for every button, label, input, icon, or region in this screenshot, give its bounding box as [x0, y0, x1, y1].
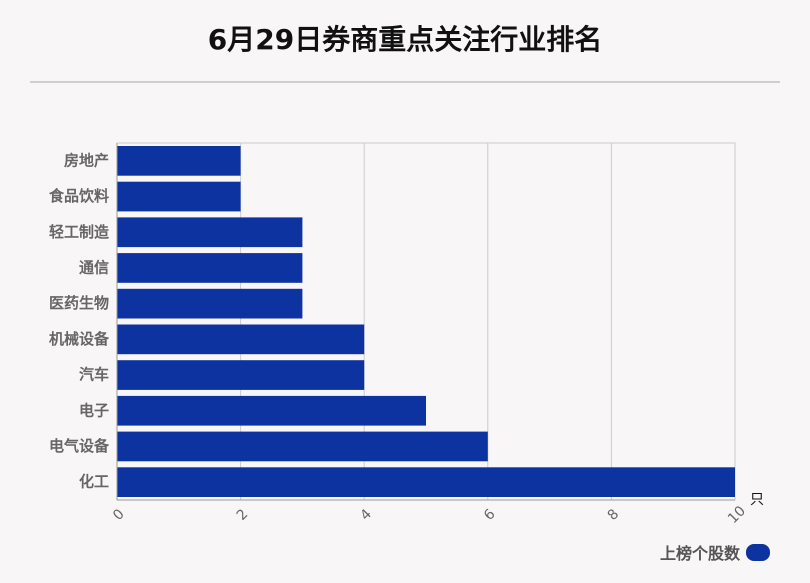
category-label: 机械设备	[49, 330, 110, 348]
chart-title: 6月29日券商重点关注行业排名	[207, 23, 603, 56]
category-label: 轻工制造	[49, 223, 109, 241]
x-tick-label: 6	[481, 506, 499, 524]
bar	[117, 467, 735, 497]
category-label: 房地产	[64, 151, 109, 169]
category-label: 电子	[79, 401, 109, 419]
legend[interactable]: 上榜个股数	[660, 540, 770, 564]
bar	[117, 217, 303, 248]
x-tick-label: 4	[357, 506, 375, 524]
category-label: 通信	[79, 258, 109, 276]
category-label: 化工	[79, 473, 109, 491]
bar	[117, 253, 303, 283]
category-label: 电气设备	[49, 437, 110, 455]
category-label: 食品饮料	[49, 187, 109, 205]
category-label: 医药生物	[49, 294, 109, 312]
bar	[117, 288, 303, 319]
bar	[117, 431, 488, 462]
legend-label: 上榜个股数	[659, 544, 740, 563]
x-tick-label: 8	[605, 506, 623, 524]
title-divider	[30, 81, 780, 83]
bar	[117, 146, 241, 176]
x-axis-unit: 只	[750, 492, 764, 508]
bar	[117, 181, 241, 212]
x-tick-label: 2	[234, 506, 252, 524]
category-label: 汽车	[79, 366, 109, 384]
x-tick-label: 10	[725, 503, 749, 527]
legend-swatch	[746, 543, 770, 561]
bar	[117, 395, 426, 426]
x-tick-label: 0	[110, 506, 128, 524]
bar	[117, 324, 365, 355]
bar	[117, 360, 365, 390]
